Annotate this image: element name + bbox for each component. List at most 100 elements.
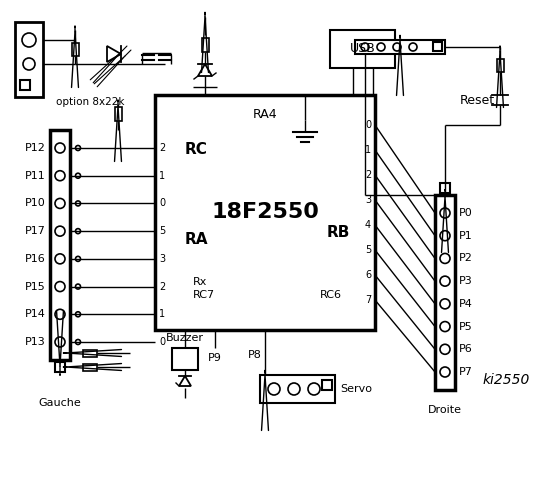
Circle shape	[440, 367, 450, 377]
Circle shape	[55, 198, 65, 208]
Text: 4: 4	[365, 220, 371, 230]
Text: 7: 7	[365, 295, 371, 305]
Text: P4: P4	[459, 299, 473, 309]
Circle shape	[76, 145, 81, 151]
Text: USB: USB	[349, 43, 375, 56]
Circle shape	[440, 276, 450, 286]
Text: 3: 3	[365, 195, 371, 205]
Text: RC7: RC7	[193, 290, 215, 300]
Circle shape	[440, 208, 450, 218]
Circle shape	[55, 254, 65, 264]
Bar	[322, 380, 332, 390]
Bar	[155, 95, 375, 330]
Bar	[440, 183, 450, 193]
Text: P8: P8	[248, 350, 262, 360]
Bar	[355, 40, 445, 54]
Text: RA4: RA4	[253, 108, 277, 121]
Bar	[201, 38, 208, 52]
Bar	[260, 375, 335, 403]
Bar	[497, 59, 503, 72]
Text: Gauche: Gauche	[39, 398, 81, 408]
Text: RB: RB	[327, 225, 350, 240]
Text: RC6: RC6	[320, 290, 342, 300]
Text: RC: RC	[185, 143, 208, 157]
Text: P16: P16	[25, 254, 46, 264]
Text: P0: P0	[459, 208, 473, 218]
Text: P9: P9	[208, 353, 222, 363]
Circle shape	[440, 231, 450, 240]
Bar	[83, 349, 97, 357]
Text: 5: 5	[365, 245, 371, 255]
Text: Rx: Rx	[193, 277, 207, 287]
Circle shape	[288, 383, 300, 395]
Circle shape	[440, 299, 450, 309]
Text: 1: 1	[365, 145, 371, 155]
Text: RA: RA	[185, 232, 208, 248]
Circle shape	[440, 322, 450, 332]
Text: P1: P1	[459, 231, 473, 240]
Bar	[15, 22, 43, 97]
Bar	[20, 80, 30, 90]
Circle shape	[55, 309, 65, 319]
Circle shape	[76, 173, 81, 178]
Text: P17: P17	[25, 226, 46, 236]
Text: 1: 1	[159, 171, 165, 180]
Text: ki2550: ki2550	[483, 373, 530, 387]
Circle shape	[76, 201, 81, 206]
Bar	[172, 348, 198, 370]
Text: Reset: Reset	[460, 94, 495, 107]
Circle shape	[440, 344, 450, 354]
Bar	[433, 42, 442, 51]
Bar	[50, 130, 70, 360]
Text: P10: P10	[25, 198, 46, 208]
Text: Servo: Servo	[340, 384, 372, 394]
Text: P14: P14	[25, 309, 46, 319]
Text: P3: P3	[459, 276, 473, 286]
Circle shape	[409, 43, 417, 51]
Text: 0: 0	[159, 337, 165, 347]
Circle shape	[55, 171, 65, 180]
Circle shape	[55, 337, 65, 347]
Text: 18F2550: 18F2550	[211, 203, 319, 223]
Circle shape	[76, 284, 81, 289]
Text: P7: P7	[459, 367, 473, 377]
Circle shape	[76, 228, 81, 234]
Circle shape	[55, 226, 65, 236]
Text: 2: 2	[159, 143, 165, 153]
Circle shape	[308, 383, 320, 395]
Circle shape	[23, 58, 35, 70]
Text: P5: P5	[459, 322, 473, 332]
Bar	[435, 195, 455, 390]
Bar	[330, 30, 395, 68]
Text: P11: P11	[25, 171, 46, 180]
Text: 1: 1	[159, 309, 165, 319]
Circle shape	[393, 43, 401, 51]
Circle shape	[377, 43, 385, 51]
Text: Buzzer: Buzzer	[166, 333, 204, 343]
Text: 0: 0	[159, 198, 165, 208]
Bar	[71, 43, 79, 56]
Text: Droite: Droite	[428, 405, 462, 415]
Text: 2: 2	[159, 282, 165, 291]
Bar	[83, 363, 97, 371]
Text: P6: P6	[459, 344, 473, 354]
Text: 5: 5	[159, 226, 165, 236]
Bar	[114, 107, 122, 121]
Circle shape	[361, 43, 369, 51]
Circle shape	[268, 383, 280, 395]
Circle shape	[55, 282, 65, 291]
Text: 3: 3	[159, 254, 165, 264]
Text: P2: P2	[459, 253, 473, 264]
Text: option 8x22k: option 8x22k	[56, 97, 124, 107]
Circle shape	[76, 312, 81, 317]
Text: P13: P13	[25, 337, 46, 347]
Text: P12: P12	[25, 143, 46, 153]
Bar	[55, 362, 65, 372]
Circle shape	[76, 256, 81, 261]
Circle shape	[440, 253, 450, 264]
Text: P15: P15	[25, 282, 46, 291]
Text: 0: 0	[365, 120, 371, 130]
Circle shape	[76, 339, 81, 345]
Circle shape	[22, 33, 36, 47]
Text: 6: 6	[365, 270, 371, 280]
